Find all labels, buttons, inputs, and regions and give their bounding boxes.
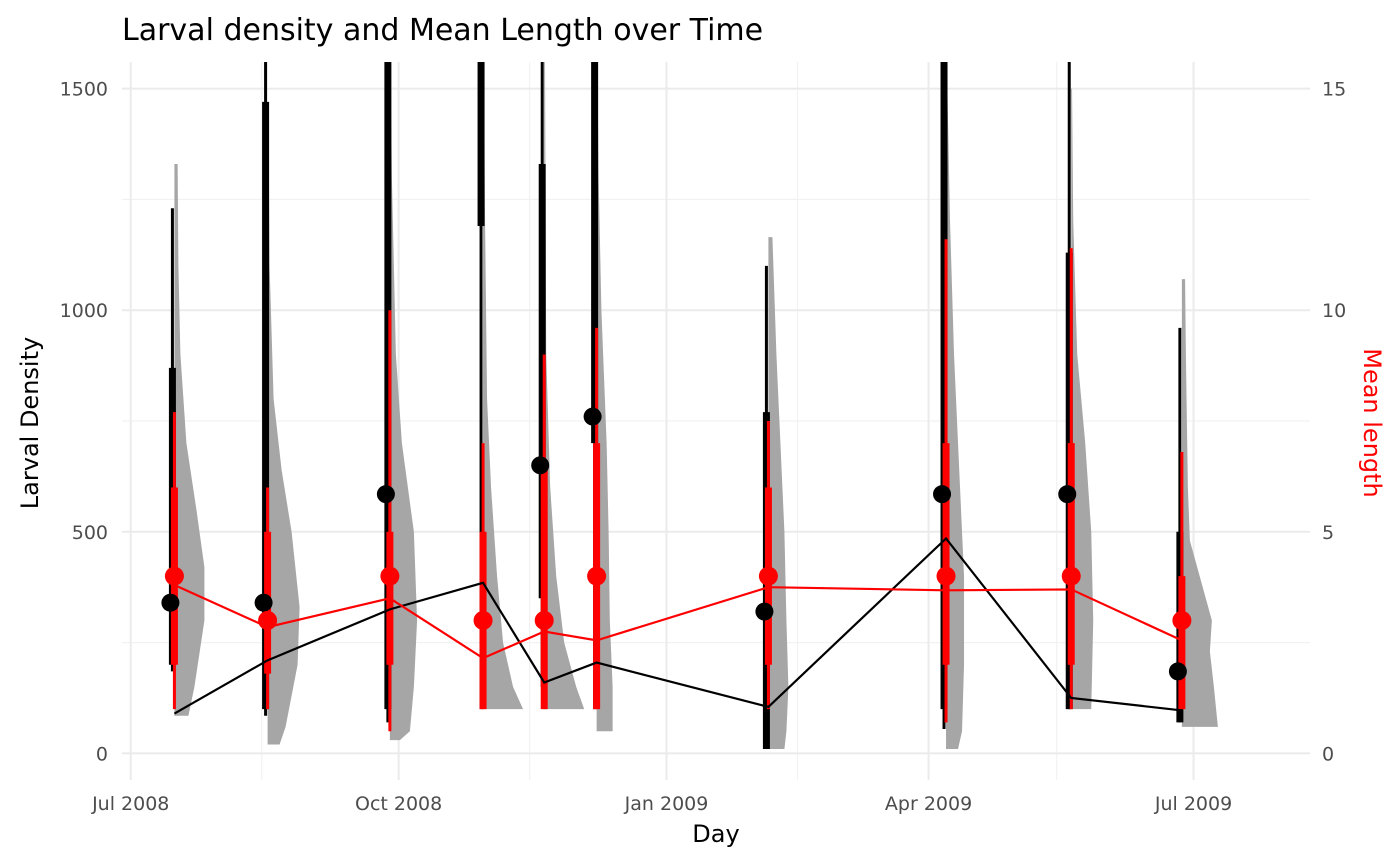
- density-distribution: [174, 163, 205, 716]
- density-distribution: [544, 62, 585, 710]
- density-point: [1168, 662, 1187, 681]
- density-series-line: [173, 536, 1183, 715]
- series-lines: [173, 536, 1183, 715]
- length-point: [936, 566, 956, 586]
- chart-title: Larval density and Mean Length over Time: [122, 13, 763, 48]
- density-point: [755, 602, 774, 621]
- density-distribution: [1071, 88, 1094, 710]
- x-tick-label: Apr 2009: [885, 793, 972, 815]
- density-point: [1058, 485, 1077, 504]
- density-point: [531, 456, 550, 475]
- y-tick-label: 1500: [60, 79, 108, 101]
- tick-labels: 0 500 1000 1500 0 5 10 15 Jul 2008 Oct 2008 Jan 20…: [60, 79, 1347, 815]
- length-point: [380, 566, 400, 586]
- density-distribution: [389, 62, 418, 741]
- length-point: [164, 566, 184, 586]
- y2-tick-label: 15: [1322, 79, 1346, 101]
- length-point: [473, 610, 493, 630]
- x-tick-label: Jan 2009: [624, 793, 709, 815]
- density-distribution: [596, 62, 613, 732]
- density-point: [583, 407, 602, 426]
- y-tick-label: 0: [96, 743, 108, 765]
- y2-tick-label: 5: [1322, 522, 1334, 544]
- length-point: [1172, 610, 1192, 630]
- y2-tick-label: 0: [1322, 743, 1334, 765]
- length-point: [758, 566, 778, 586]
- density-point: [933, 485, 952, 504]
- length-point: [587, 566, 607, 586]
- density-point: [254, 593, 273, 612]
- density-distribution: [483, 62, 524, 710]
- y-tick-label: 500: [72, 522, 108, 544]
- y2-axis-title: Mean length: [1358, 348, 1386, 498]
- y2-tick-label: 10: [1322, 300, 1346, 322]
- x-axis-title: Day: [692, 820, 739, 848]
- density-point: [161, 593, 180, 612]
- length-point: [258, 610, 278, 630]
- density-distribution: [1181, 279, 1218, 727]
- density-distributions: [174, 62, 1218, 749]
- density-distribution: [768, 237, 789, 749]
- length-point: [1061, 566, 1081, 586]
- series-points: [161, 407, 1192, 681]
- grid-lines: [122, 62, 1310, 780]
- y-axis-title: Larval Density: [16, 337, 44, 509]
- density-point: [376, 485, 395, 504]
- x-tick-label: Jul 2008: [91, 793, 169, 815]
- y-tick-label: 1000: [60, 300, 108, 322]
- x-tick-label: Oct 2008: [355, 793, 442, 815]
- length-point: [534, 610, 554, 630]
- density-distribution: [267, 101, 300, 745]
- length-series-line: [173, 583, 1183, 660]
- x-tick-label: Jul 2009: [1154, 793, 1232, 815]
